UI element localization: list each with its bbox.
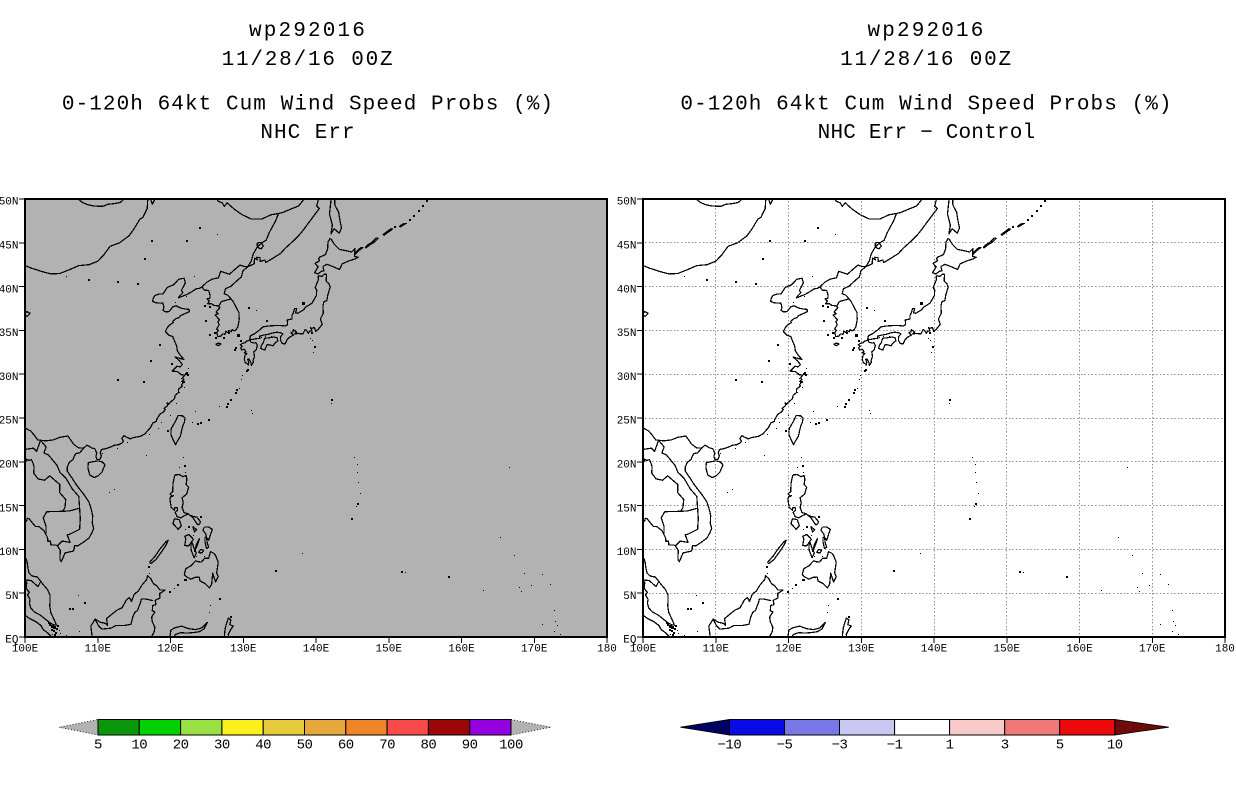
- svg-text:−10: −10: [718, 738, 742, 754]
- svg-text:NHC Err − Control: NHC Err − Control: [818, 122, 1036, 145]
- svg-text:50: 50: [297, 738, 313, 754]
- svg-text:15N: 15N: [617, 503, 637, 515]
- svg-text:35N: 35N: [0, 328, 19, 340]
- svg-text:wp292016: wp292016: [867, 20, 985, 43]
- svg-text:3: 3: [1001, 738, 1009, 754]
- svg-text:1: 1: [946, 738, 954, 754]
- svg-text:NHC Err: NHC Err: [260, 122, 355, 145]
- svg-text:5: 5: [94, 738, 102, 754]
- svg-text:180: 180: [597, 644, 617, 656]
- svg-text:50N: 50N: [617, 197, 637, 209]
- svg-text:160E: 160E: [448, 644, 475, 656]
- svg-text:5N: 5N: [5, 591, 18, 603]
- svg-text:EQ: EQ: [5, 635, 19, 647]
- svg-text:EQ: EQ: [623, 635, 637, 647]
- svg-text:140E: 140E: [921, 644, 948, 656]
- svg-text:0-120h 64kt Cum Wind Speed Pro: 0-120h 64kt Cum Wind Speed Probs (%): [680, 94, 1172, 117]
- svg-text:120E: 120E: [157, 644, 184, 656]
- svg-text:45N: 45N: [0, 241, 19, 253]
- svg-text:80: 80: [420, 738, 436, 754]
- svg-text:90: 90: [462, 738, 478, 754]
- svg-text:70: 70: [379, 738, 395, 754]
- svg-text:15N: 15N: [0, 503, 19, 515]
- svg-text:0-120h 64kt Cum Wind Speed Pro: 0-120h 64kt Cum Wind Speed Probs (%): [62, 94, 554, 117]
- svg-text:160E: 160E: [1066, 644, 1093, 656]
- svg-text:11/28/16 00Z: 11/28/16 00Z: [840, 49, 1013, 72]
- svg-text:30: 30: [214, 738, 230, 754]
- svg-text:20: 20: [173, 738, 189, 754]
- svg-text:130E: 130E: [848, 644, 875, 656]
- svg-text:10: 10: [1107, 738, 1123, 754]
- svg-text:40N: 40N: [0, 284, 19, 296]
- svg-text:25N: 25N: [617, 416, 637, 428]
- svg-text:170E: 170E: [1139, 644, 1166, 656]
- svg-text:170E: 170E: [521, 644, 548, 656]
- svg-text:100E: 100E: [12, 644, 39, 656]
- svg-text:140E: 140E: [303, 644, 330, 656]
- svg-text:20N: 20N: [0, 460, 19, 472]
- svg-text:130E: 130E: [230, 644, 257, 656]
- svg-text:60: 60: [338, 738, 354, 754]
- svg-text:100: 100: [499, 738, 523, 754]
- svg-text:20N: 20N: [617, 460, 637, 472]
- svg-text:10N: 10N: [0, 547, 19, 559]
- svg-text:5N: 5N: [623, 591, 636, 603]
- svg-text:180: 180: [1215, 644, 1235, 656]
- svg-text:5: 5: [1056, 738, 1064, 754]
- svg-text:10: 10: [131, 738, 147, 754]
- svg-text:30N: 30N: [0, 372, 19, 384]
- svg-text:11/28/16 00Z: 11/28/16 00Z: [222, 49, 395, 72]
- svg-text:10N: 10N: [617, 547, 637, 559]
- svg-text:−1: −1: [887, 738, 903, 754]
- svg-text:50N: 50N: [0, 197, 19, 209]
- svg-text:110E: 110E: [703, 644, 730, 656]
- svg-text:150E: 150E: [376, 644, 403, 656]
- svg-text:150E: 150E: [994, 644, 1021, 656]
- svg-text:−3: −3: [832, 738, 848, 754]
- svg-text:35N: 35N: [617, 328, 637, 340]
- svg-text:−5: −5: [777, 738, 793, 754]
- svg-text:wp292016: wp292016: [249, 20, 367, 43]
- svg-text:25N: 25N: [0, 416, 19, 428]
- svg-text:40: 40: [255, 738, 271, 754]
- svg-text:30N: 30N: [617, 372, 637, 384]
- svg-text:40N: 40N: [617, 284, 637, 296]
- svg-text:120E: 120E: [775, 644, 802, 656]
- svg-text:45N: 45N: [617, 241, 637, 253]
- svg-text:110E: 110E: [85, 644, 112, 656]
- svg-text:100E: 100E: [630, 644, 657, 656]
